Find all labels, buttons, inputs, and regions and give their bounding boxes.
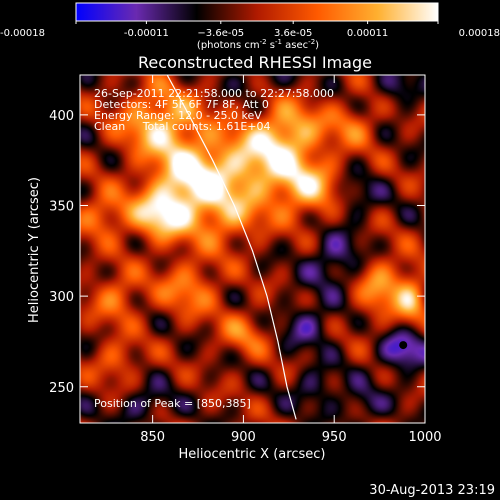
x-tick-label: 1000: [408, 430, 441, 445]
colorbar-tick-label: -0.00011: [124, 28, 169, 39]
plot-frame: [79, 74, 426, 424]
y-axis-label: Heliocentric Y (arcsec): [27, 177, 42, 323]
y-axis-ticks: 250 300 350 400: [49, 109, 425, 396]
x-axis-ticks: 850 900 950 1000: [140, 75, 442, 445]
footer-timestamp: 30-Aug-2013 23:19: [369, 483, 495, 498]
y-tick-label: 400: [49, 109, 74, 124]
y-tick-label: 300: [49, 290, 74, 305]
annotation-energy-range: Energy Range: 12.0 - 25.0 keV: [94, 109, 262, 122]
colorbar-unit-label: (photons cm-2 s-1 asec-2): [197, 38, 319, 51]
annotation-clean-counts: Clean Total counts: 1.61E+04: [94, 120, 271, 133]
colorbar-tick-label: −3.6e-05: [197, 28, 244, 39]
colorbar-tick-label: -0.00018: [0, 28, 45, 39]
peak-marker: [399, 341, 408, 350]
colorbar: [75, 2, 439, 22]
x-tick-label: 900: [231, 430, 256, 445]
x-tick-label: 850: [140, 430, 165, 445]
solar-limb-curve: [166, 75, 297, 420]
y-tick-label: 250: [49, 381, 74, 396]
colorbar-tick-label: 3.6e-05: [274, 28, 312, 39]
chart-title: Reconstructed RHESSI Image: [138, 53, 372, 72]
y-tick-label: 350: [49, 200, 74, 215]
annotation-peak-position: Position of Peak = [850,385]: [94, 397, 251, 410]
colorbar-tick-label: 0.00018: [459, 28, 500, 39]
heatmap-image: [80, 75, 425, 423]
x-tick-label: 950: [322, 430, 347, 445]
x-axis-label: Heliocentric X (arcsec): [179, 447, 326, 462]
colorbar-ticks: -0.00018 -0.00011 −3.6e-05 3.6e-05 0.00011 0.…: [0, 21, 500, 39]
colorbar-tick-label: 0.00011: [347, 28, 388, 39]
annotation-detectors: Detectors: 4F 5F 6F 7F 8F, Att 0: [94, 98, 269, 111]
annotation-time-range: 26-Sep-2011 22:21:58.000 to 22:27:58.000: [94, 87, 334, 100]
